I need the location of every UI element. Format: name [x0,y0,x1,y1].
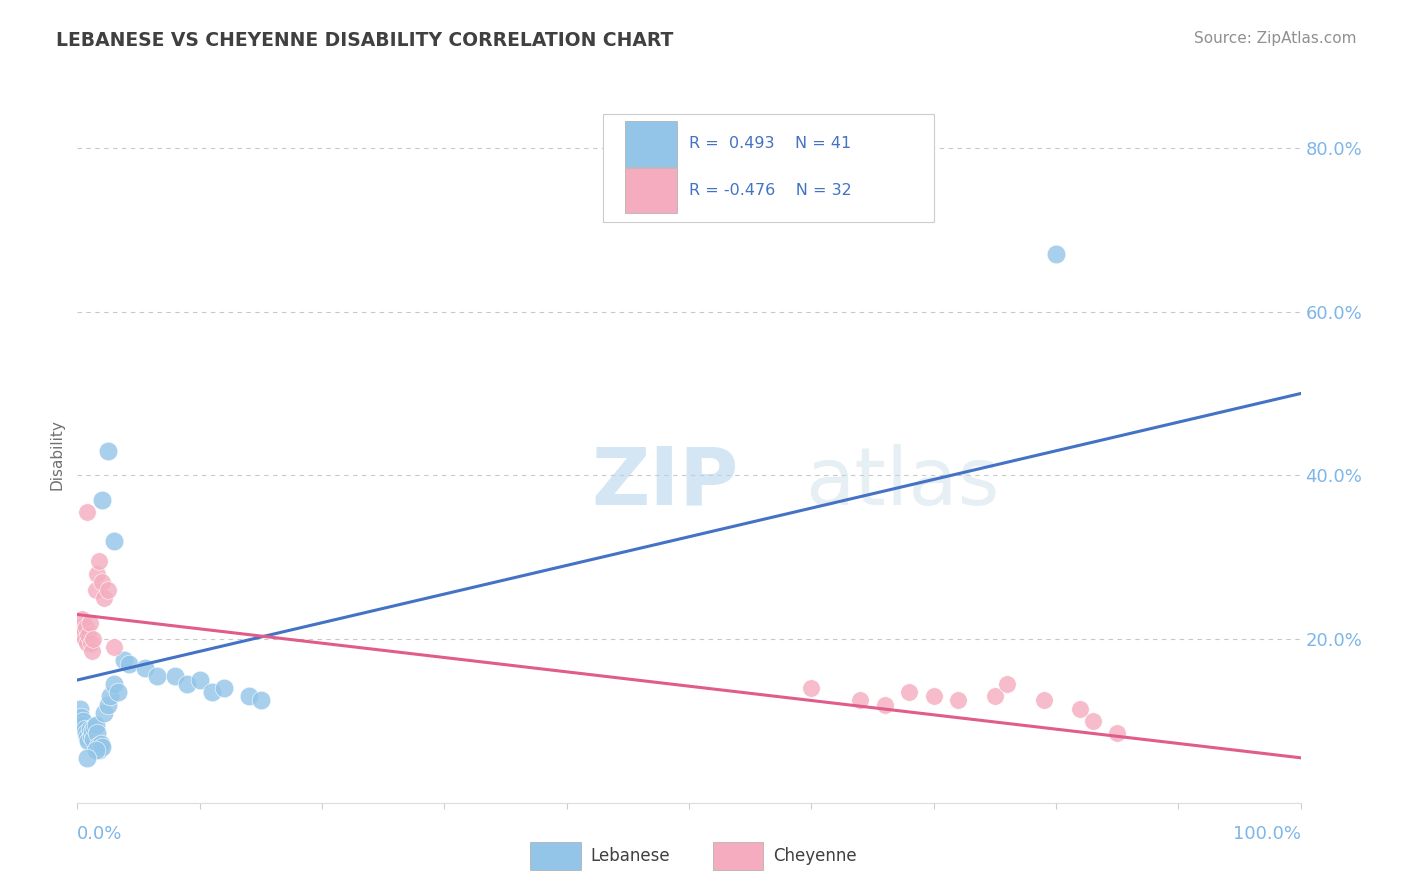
Point [146,669,169,683]
Point [75,620,97,634]
Point [76,731,98,745]
Point [84,582,107,597]
Text: Cheyenne: Cheyenne [773,847,856,865]
Point [112,652,135,666]
Point [103,677,125,691]
Point [70,628,93,642]
Point [69,620,91,634]
Text: ZIP: ZIP [591,443,738,522]
Point [72,624,94,638]
Point [134,661,156,675]
FancyBboxPatch shape [626,121,676,167]
Point [1032,693,1054,707]
Point [76,636,98,650]
Point [70,710,93,724]
Point [800,681,823,696]
Point [72,714,94,728]
Text: 100.0%: 100.0% [1233,825,1301,843]
Point [82,632,104,646]
Text: Lebanese: Lebanese [591,847,671,865]
Point [77,734,100,748]
FancyBboxPatch shape [626,168,676,213]
FancyBboxPatch shape [603,114,934,222]
Point [849,693,872,707]
Point [83,721,105,735]
Text: R = -0.476    N = 32: R = -0.476 N = 32 [689,183,852,198]
Point [89,554,111,568]
Point [176,677,198,691]
Point [212,681,235,696]
Point [238,690,260,704]
Point [69,701,91,715]
Point [80,644,103,658]
Point [873,698,896,712]
Point [90,740,112,755]
Point [82,731,104,746]
Point [79,615,101,630]
Point [97,582,120,597]
Point [75,726,97,740]
Point [1069,701,1091,715]
Point [103,533,125,548]
Point [76,751,98,765]
Point [984,690,1007,704]
Point [250,693,273,707]
Point [80,723,103,738]
Point [103,640,125,655]
Point [97,698,120,712]
Y-axis label: Disability: Disability [49,419,65,491]
Point [73,722,96,736]
Point [1045,247,1067,261]
Point [90,737,112,751]
Point [995,677,1018,691]
Point [1107,726,1129,740]
Text: Source: ZipAtlas.com: Source: ZipAtlas.com [1194,31,1357,46]
Point [84,742,107,756]
Text: 0.0%: 0.0% [77,825,122,843]
Point [80,729,103,743]
Point [86,726,108,740]
Point [946,693,969,707]
Point [90,574,112,589]
Point [93,591,115,606]
Point [70,718,93,732]
Point [107,685,129,699]
Point [87,739,110,753]
Point [98,690,121,704]
Point [77,628,100,642]
Point [898,685,921,699]
Point [80,636,103,650]
Point [165,669,187,683]
Point [89,742,111,756]
Point [922,690,945,704]
Text: atlas: atlas [806,443,1000,522]
Point [84,718,107,732]
Point [90,492,112,507]
Point [118,657,141,671]
Point [70,612,93,626]
Point [76,505,98,519]
Point [1081,714,1104,728]
Point [188,673,211,687]
Text: LEBANESE VS CHEYENNE DISABILITY CORRELATION CHART: LEBANESE VS CHEYENNE DISABILITY CORRELAT… [56,31,673,50]
Point [86,566,108,581]
Point [79,722,101,736]
Point [93,706,115,720]
Point [73,632,96,646]
Text: R =  0.493    N = 41: R = 0.493 N = 41 [689,136,851,152]
Point [201,685,224,699]
Point [97,443,120,458]
